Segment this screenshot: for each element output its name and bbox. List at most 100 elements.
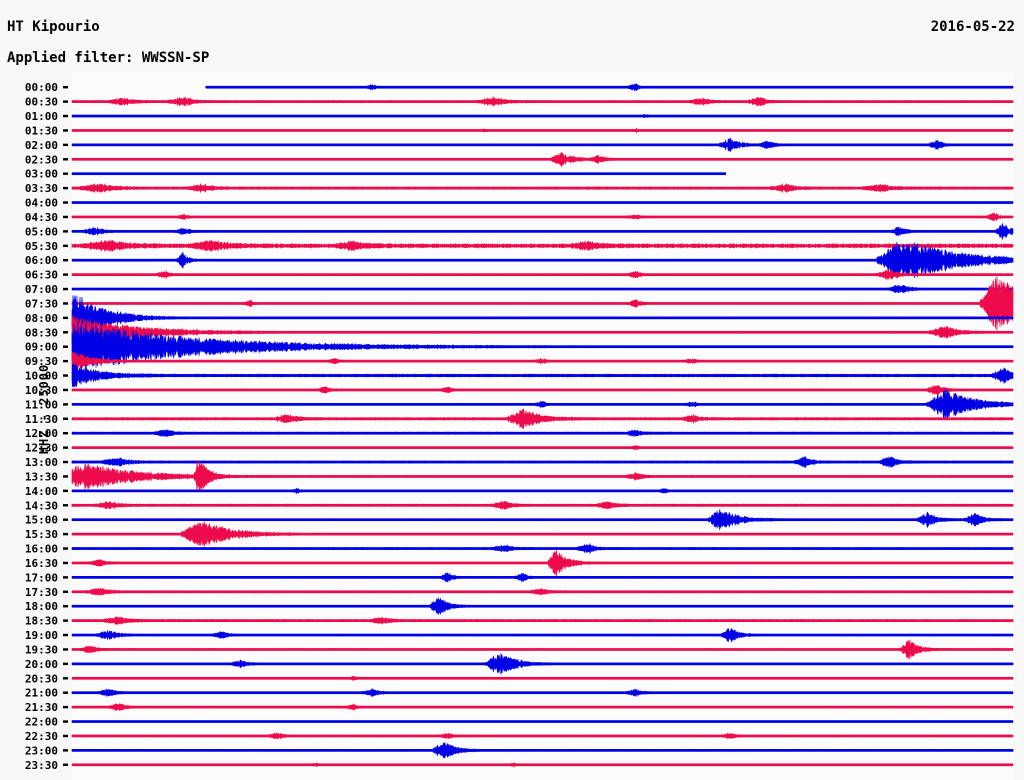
- time-axis-label: 19:00: [25, 629, 58, 642]
- trace-baseline: [72, 691, 1013, 695]
- time-axis-label: 15:00: [25, 514, 58, 527]
- trace-tick: [63, 576, 68, 579]
- trace-tick: [63, 273, 68, 276]
- trace-baseline: [72, 576, 1013, 579]
- trace-tick: [63, 388, 68, 392]
- trace-tick: [63, 460, 68, 464]
- time-axis-label: 04:30: [25, 211, 58, 224]
- trace-tick: [63, 417, 68, 420]
- trace-baseline: [72, 431, 1013, 435]
- time-axis-label: 06:30: [25, 269, 58, 282]
- time-axis-label: 18:30: [25, 615, 58, 628]
- trace-baseline: [72, 230, 1013, 233]
- time-axis-label: 10:30: [25, 384, 58, 397]
- time-axis-label: 01:00: [25, 110, 58, 123]
- time-axis-label: 22:00: [25, 716, 58, 729]
- trace-tick: [63, 287, 68, 291]
- trace-tick: [63, 475, 68, 478]
- time-axis-label: 16:00: [25, 543, 58, 556]
- time-axis-label: 12:30: [25, 442, 58, 455]
- trace-tick: [63, 590, 68, 593]
- trace-baseline: [72, 590, 1013, 594]
- trace-tick: [63, 186, 68, 190]
- trace-baseline: [72, 316, 1013, 320]
- time-axis-label: 07:30: [25, 297, 58, 310]
- trace-tick: [63, 605, 68, 608]
- station-title: HT Kipourio: [7, 19, 100, 35]
- applied-filter-label: Applied filter: WWSSN-SP: [7, 50, 210, 66]
- trace-tick: [63, 432, 68, 435]
- trace-baseline: [72, 734, 1013, 738]
- trace-baseline: [72, 114, 1013, 118]
- trace-tick: [63, 359, 68, 363]
- trace-tick: [63, 518, 68, 521]
- trace-baseline: [72, 143, 1013, 147]
- time-axis-label: 19:30: [25, 643, 58, 656]
- trace-baseline: [72, 172, 726, 176]
- time-axis-label: 16:30: [25, 557, 58, 570]
- time-axis-label: 10:00: [25, 370, 58, 383]
- time-axis-label: 03:00: [25, 168, 58, 181]
- trace-baseline: [72, 345, 1013, 349]
- trace-baseline: [72, 662, 1013, 666]
- trace-baseline: [72, 417, 1013, 421]
- time-axis-label: 08:30: [25, 326, 58, 339]
- time-axis-label: 07:00: [25, 283, 58, 296]
- time-axis-label: 05:30: [25, 240, 58, 253]
- trace-baseline: [72, 330, 1013, 334]
- trace-baseline: [72, 619, 1013, 622]
- trace-baseline: [72, 489, 1013, 493]
- time-axis-label: 06:00: [25, 254, 58, 267]
- trace-tick: [63, 677, 68, 680]
- time-axis-label: 03:30: [25, 182, 58, 195]
- time-axis-label: 17:30: [25, 586, 58, 599]
- time-axis-label: 22:30: [25, 730, 58, 743]
- trace-tick: [63, 331, 68, 334]
- time-axis-label: 09:30: [25, 355, 58, 368]
- time-axis-label: 18:00: [25, 600, 58, 613]
- trace-tick: [63, 230, 68, 233]
- time-axis-label: 14:30: [25, 499, 58, 512]
- trace-baseline: [72, 633, 1013, 637]
- trace-tick: [63, 244, 68, 247]
- trace-baseline: [72, 648, 1013, 651]
- trace-baseline: [72, 705, 1013, 709]
- trace-baseline: [72, 374, 1013, 377]
- trace-tick: [63, 374, 68, 377]
- time-axis-label: 08:00: [25, 312, 58, 325]
- time-axis-label: 05:00: [25, 225, 58, 238]
- trace-tick: [63, 561, 68, 565]
- trace-baseline: [72, 359, 1013, 363]
- time-axis-label: 12:00: [25, 427, 58, 440]
- trace-baseline: [72, 403, 1013, 406]
- trace-tick: [63, 215, 68, 219]
- trace-baseline: [72, 532, 1013, 536]
- time-axis-label: 20:30: [25, 672, 58, 685]
- time-axis-label: 11:30: [25, 413, 58, 426]
- trace-baseline: [72, 475, 1013, 478]
- trace-tick: [63, 86, 68, 89]
- trace-tick: [63, 619, 68, 622]
- time-axis-label: 11:00: [25, 398, 58, 411]
- trace-tick: [63, 143, 68, 147]
- trace-baseline: [72, 763, 1013, 767]
- trace-tick: [63, 691, 68, 694]
- trace-tick: [63, 259, 68, 262]
- time-axis-label: 00:30: [25, 96, 58, 109]
- trace-tick: [63, 129, 68, 132]
- trace-baseline: [72, 561, 1013, 565]
- trace-tick: [63, 662, 68, 666]
- trace-tick: [63, 633, 68, 637]
- trace-baseline: [72, 446, 1013, 449]
- trace-tick: [63, 547, 68, 550]
- trace-tick: [63, 316, 68, 320]
- trace-tick: [63, 749, 68, 752]
- trace-baseline: [72, 518, 1013, 522]
- trace-tick: [63, 158, 68, 161]
- time-axis-label: 01:30: [25, 124, 58, 137]
- time-axis-label: 00:00: [25, 81, 58, 94]
- trace-baseline: [205, 85, 1013, 89]
- trace-baseline: [72, 215, 1013, 219]
- trace-tick: [63, 734, 68, 738]
